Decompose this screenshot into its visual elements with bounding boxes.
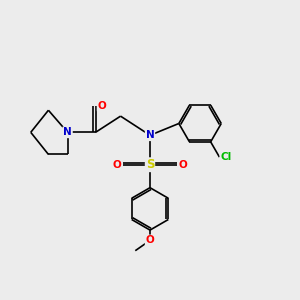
Text: O: O [112,160,122,170]
Text: N: N [63,127,72,137]
Text: O: O [178,160,188,170]
Text: Cl: Cl [220,152,232,162]
Text: O: O [98,101,106,111]
Text: S: S [146,158,154,171]
Text: N: N [146,130,154,140]
Text: O: O [146,236,154,245]
